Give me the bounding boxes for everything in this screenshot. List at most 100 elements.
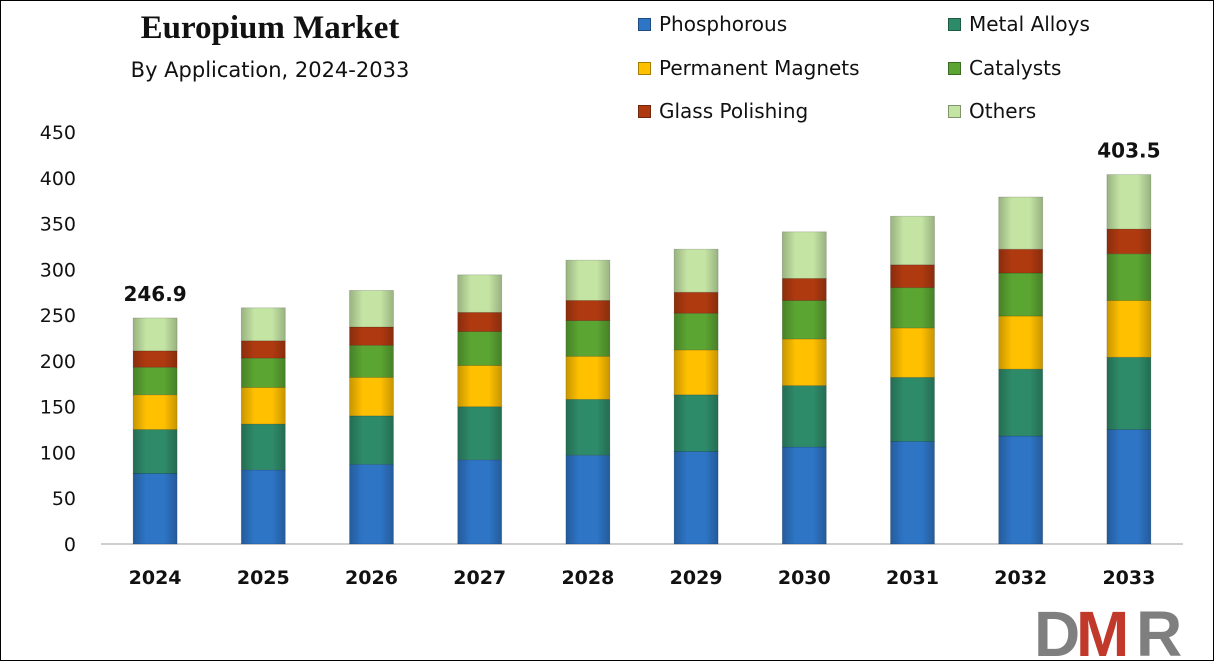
bar-shade — [133, 367, 178, 395]
x-tick-label: 2029 — [670, 567, 723, 589]
bar-shade — [998, 197, 1043, 250]
bar-shade — [241, 358, 286, 388]
bar-shade — [349, 415, 394, 465]
bar-shade — [782, 278, 827, 301]
bar-shade — [674, 249, 719, 293]
bar-shade — [1106, 300, 1151, 358]
bar-shade — [890, 327, 935, 378]
x-tick-label: 2026 — [345, 567, 398, 589]
bar-shade — [457, 459, 502, 544]
bar-shade — [349, 345, 394, 378]
bar-shade — [674, 394, 719, 452]
x-tick-label: 2030 — [778, 567, 831, 589]
bar-shade — [674, 313, 719, 350]
legend-item-permanent-magnets: Permanent Magnets — [638, 56, 860, 80]
bar-shade — [674, 349, 719, 395]
x-tick-label: 2032 — [994, 567, 1047, 589]
legend-label-others: Others — [969, 99, 1037, 123]
svg-text:R: R — [1136, 598, 1182, 660]
bar-shade — [565, 260, 610, 301]
bar-shade — [890, 216, 935, 265]
legend-item-glass-polishing: Glass Polishing — [638, 99, 808, 123]
y-tick-label: 250 — [40, 305, 76, 327]
legend-item-metal-alloys: Metal Alloys — [948, 12, 1090, 36]
bar-shade — [457, 274, 502, 313]
bar-shade — [241, 424, 286, 470]
bar-shade — [241, 469, 286, 544]
y-tick-label: 200 — [40, 351, 76, 373]
x-tick-label: 2031 — [886, 567, 939, 589]
bar-shade — [241, 307, 286, 341]
bar-shade — [782, 231, 827, 279]
bar-shade — [674, 292, 719, 314]
bar-shade — [349, 327, 394, 346]
bar-shade — [565, 455, 610, 544]
y-tick-label: 400 — [40, 168, 76, 190]
svg-text:D: D — [1034, 598, 1078, 660]
bars — [132, 174, 1152, 545]
y-tick-label: 0 — [64, 534, 76, 556]
legend-item-others: Others — [948, 99, 1036, 123]
y-tick-label: 450 — [40, 122, 76, 144]
bar-shade — [1106, 229, 1151, 254]
y-tick-label: 300 — [40, 259, 76, 281]
bar-shade — [1106, 253, 1151, 301]
bar-shade — [674, 451, 719, 544]
bar-shade — [457, 331, 502, 366]
bar-shade — [782, 385, 827, 447]
bar-shade — [782, 300, 827, 339]
y-tick-label: 350 — [40, 214, 76, 236]
legend-label-catalysts: Catalysts — [969, 56, 1062, 80]
total-label-2024: 246.9 — [123, 282, 186, 306]
dmr-logo: D M R — [1034, 598, 1182, 660]
svg-text:M: M — [1076, 598, 1126, 660]
legend-label-glass-polishing: Glass Polishing — [659, 99, 809, 123]
bar-shade — [457, 312, 502, 332]
legend-swatch-catalysts — [948, 61, 961, 75]
y-tick-label: 150 — [40, 397, 76, 419]
legend-swatch-permanent-magnets — [638, 61, 651, 75]
bar-shade — [241, 387, 286, 425]
bar-shade — [890, 377, 935, 442]
legend-item-catalysts: Catalysts — [948, 56, 1061, 80]
x-tick-label: 2028 — [561, 567, 614, 589]
bar-shade — [1106, 174, 1151, 230]
total-label-2033: 403.5 — [1097, 139, 1160, 163]
bar-shade — [133, 473, 178, 544]
x-tick-label: 2024 — [129, 567, 182, 589]
legend-label-permanent-magnets: Permanent Magnets — [659, 56, 860, 80]
bar-shade — [998, 435, 1043, 544]
bar-shade — [998, 369, 1043, 436]
bar-shade — [565, 356, 610, 400]
bar-shade — [890, 441, 935, 544]
legend-label-phosphorous: Phosphorous — [659, 12, 788, 36]
bar-shade — [349, 290, 394, 328]
bar-shade — [133, 394, 178, 430]
bar-shade — [349, 377, 394, 416]
legend-swatch-glass-polishing — [638, 104, 651, 118]
x-tick-label: 2027 — [453, 567, 506, 589]
bar-shade — [1106, 429, 1151, 544]
legend-item-phosphorous: Phosphorous — [638, 12, 787, 36]
bar-shade — [998, 316, 1043, 370]
bar-shade — [565, 399, 610, 456]
bar-shade — [782, 338, 827, 386]
legend-label-metal-alloys: Metal Alloys — [969, 12, 1090, 36]
bar-shade — [890, 264, 935, 288]
bar-shade — [890, 287, 935, 328]
bar-shade — [998, 272, 1043, 317]
bar-shade — [457, 406, 502, 460]
bar-shade — [565, 320, 610, 357]
chart-title: Europium Market — [140, 10, 400, 46]
y-tick-label: 100 — [40, 442, 76, 464]
bar-shade — [1106, 357, 1151, 430]
bar-shade — [349, 464, 394, 544]
legend-swatch-phosphorous — [638, 17, 651, 31]
bar-shade — [998, 249, 1043, 273]
bar-shade — [241, 340, 286, 359]
labels: 0 50 100 150 200 250 300 350 400 450 2024 2025 2026 2… — [40, 122, 1161, 589]
bar-shade — [565, 300, 610, 321]
bar-shade — [133, 317, 178, 351]
